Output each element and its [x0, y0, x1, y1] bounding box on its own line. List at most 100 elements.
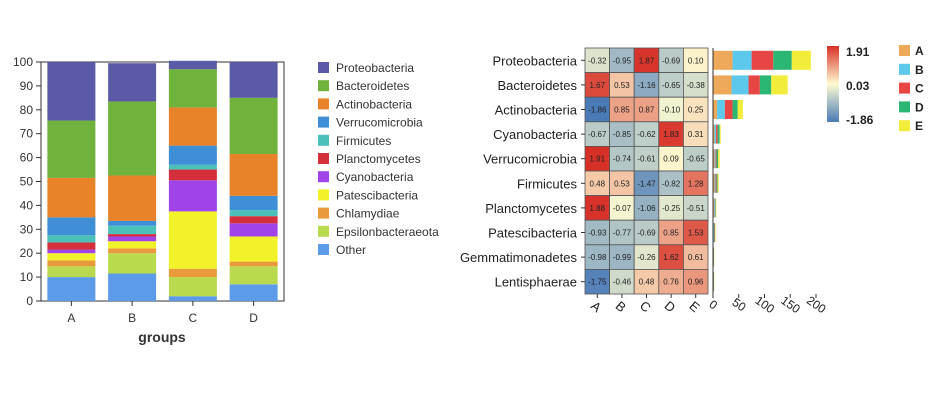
heatmap-cell-value: -0.98 — [588, 253, 607, 262]
hbar-segment-verrucomicrobia-d — [716, 149, 719, 169]
legend-label: Cyanobacteria — [336, 170, 414, 184]
bar-segment-a-patescibacteria — [47, 253, 96, 261]
group-legend-swatch-c — [899, 82, 910, 94]
y-tick-label: 100 — [13, 55, 33, 69]
y-tick-label: 10 — [20, 270, 34, 284]
heatmap-cell-value: 1.87 — [639, 56, 655, 65]
heatmap-cell-value: 1.67 — [590, 81, 606, 90]
heatmap-column-label: E — [686, 298, 703, 315]
hbar-segment-firmicutes-b — [714, 173, 716, 193]
bar-segment-d-epsilonbacteraeota — [229, 266, 278, 285]
hbar-segment-actinobacteria-b — [717, 100, 725, 119]
heatmap-cell-value: 1.83 — [663, 130, 679, 139]
heatmap-cell-value: -0.69 — [662, 56, 681, 65]
hbar-segment-cyanobacteria-a — [713, 124, 715, 144]
bar-segment-c-chlamydiae — [168, 268, 217, 278]
bar-segment-d-actinobacteria — [229, 154, 278, 196]
bar-segment-b-cyanobacteria — [108, 236, 157, 242]
bar-segment-c-patescibacteria — [168, 211, 217, 269]
heatmap-cell-value: -0.10 — [662, 106, 681, 115]
hbar-tick-label: 100 — [753, 293, 778, 316]
bar-segment-c-bacteroidetes — [168, 69, 217, 108]
legend-swatch-proteobacteria — [318, 62, 329, 73]
color-scale-mid-label: 0.03 — [846, 79, 870, 93]
heatmap-cell-value: 0.31 — [688, 130, 704, 139]
heatmap-cell-value: 0.25 — [688, 106, 704, 115]
bar-segment-a-proteobacteria — [47, 62, 96, 121]
heatmap-cell-value: -0.85 — [613, 130, 632, 139]
hbar-segment-proteobacteria-a — [713, 50, 733, 70]
bar-segment-a-other — [47, 277, 96, 301]
hbar-segment-planctomycetes-d — [715, 198, 716, 218]
hbar-segment-actinobacteria-d — [732, 100, 738, 119]
heatmap-cell-value: 1.91 — [590, 155, 606, 164]
y-tick-label: 0 — [26, 294, 33, 308]
heatmap-cells: -0.32 -0.95 1.87 -0.69 0.10 1.67 0.53 -1.16 -0.6… — [584, 47, 709, 295]
heatmap-column-label: A — [588, 298, 605, 315]
legend-label: Firmicutes — [336, 134, 391, 148]
hbar-segment-bacteroidetes-a — [713, 75, 732, 95]
heatmap-cell-value: 0.76 — [663, 278, 679, 287]
hbar-tick-label: 150 — [778, 293, 803, 316]
hbar-segment-planctomycetes-c — [714, 198, 716, 218]
heatmap-row-label: Firmicutes — [517, 176, 577, 191]
heatmap-cell-proteobacteria-c — [633, 47, 660, 74]
bar-segment-b-patescibacteria — [108, 241, 157, 249]
bar-segment-c-cyanobacteria — [168, 180, 217, 212]
heatmap-cell-value: 1.62 — [663, 253, 679, 262]
heatmap-cell-value: -0.69 — [637, 229, 656, 238]
heatmap-cell-value: -0.61 — [637, 155, 656, 164]
legend-swatch-other — [318, 244, 329, 255]
hbar-segment-actinobacteria-a — [713, 100, 718, 119]
bar-segment-c-verrucomicrobia — [168, 145, 217, 165]
color-scale-max-label: 1.91 — [846, 45, 870, 59]
heatmap-cell-value: 0.87 — [639, 106, 655, 115]
heatmap-cell-bacteroidetes-d — [658, 72, 684, 98]
heatmap-column-label: D — [662, 298, 679, 316]
legend-swatch-epsilonbacteraeota — [318, 225, 329, 237]
horizontal-bar-segments — [713, 50, 811, 292]
bar-segment-b-planctomycetes — [108, 234, 157, 237]
y-tick-label: 20 — [20, 246, 34, 260]
x-tick-label: C — [189, 311, 198, 325]
hbar-segment-actinobacteria-c — [724, 100, 733, 119]
heatmap-cell-value: -0.95 — [613, 56, 632, 65]
hbar-segment-bacteroidetes-d — [759, 75, 772, 95]
heatmap-cell-cyanobacteria-a — [584, 121, 611, 147]
legend-swatch-chlamydiae — [318, 207, 329, 219]
group-legend-swatch-b — [899, 63, 910, 75]
bar-segment-d-bacteroidetes — [229, 97, 278, 155]
legend-label: Actinobacteria — [336, 97, 412, 111]
heatmap-cell-value: 0.48 — [639, 278, 655, 287]
hbar-segment-patescibacteria-e — [715, 223, 716, 242]
bar-segment-d-other — [229, 284, 278, 301]
legend-label: Chlamydiae — [336, 207, 400, 221]
bar-segment-b-bacteroidetes — [108, 101, 157, 176]
color-scale-bar — [827, 46, 839, 122]
group-legend-label: E — [915, 119, 923, 133]
hbar-segment-planctomycetes-e — [715, 198, 717, 218]
hbar-segment-firmicutes-c — [715, 173, 717, 193]
bar-segment-b-proteobacteria — [108, 63, 157, 102]
hbar-segment-firmicutes-a — [713, 173, 715, 193]
legend-label: Planctomycetes — [336, 152, 421, 166]
heatmap-row-label: Cyanobacteria — [493, 127, 578, 142]
group-legend-swatch-d — [899, 101, 910, 113]
legend-swatch-cyanobacteria — [318, 171, 329, 183]
bar-segment-a-bacteroidetes — [47, 120, 96, 178]
hbar-tick-label: 50 — [730, 295, 749, 314]
heatmap-column-label: C — [637, 298, 654, 316]
bar-segment-b-firmicutes — [108, 225, 157, 235]
heatmap-column-label: B — [613, 298, 629, 315]
bar-segment-c-planctomycetes — [168, 169, 217, 181]
heatmap-cell-value: 0.10 — [688, 56, 704, 65]
heatmap-cell-value: -0.51 — [687, 204, 706, 213]
hbar-segment-planctomycetes-a — [713, 198, 715, 218]
heatmap-row-label: Proteobacteria — [492, 53, 577, 68]
bar-segment-a-verrucomicrobia — [47, 217, 96, 236]
heatmap: -0.32 -0.95 1.87 -0.69 0.10 1.67 0.53 -1.16 -0.6… — [460, 47, 709, 316]
heatmap-cell-verrucomicrobia-e — [683, 145, 709, 172]
heatmap-row-labels: Proteobacteria Bacteroidetes Actinobacteri… — [460, 53, 585, 290]
hbar-segment-bacteroidetes-c — [748, 75, 760, 95]
